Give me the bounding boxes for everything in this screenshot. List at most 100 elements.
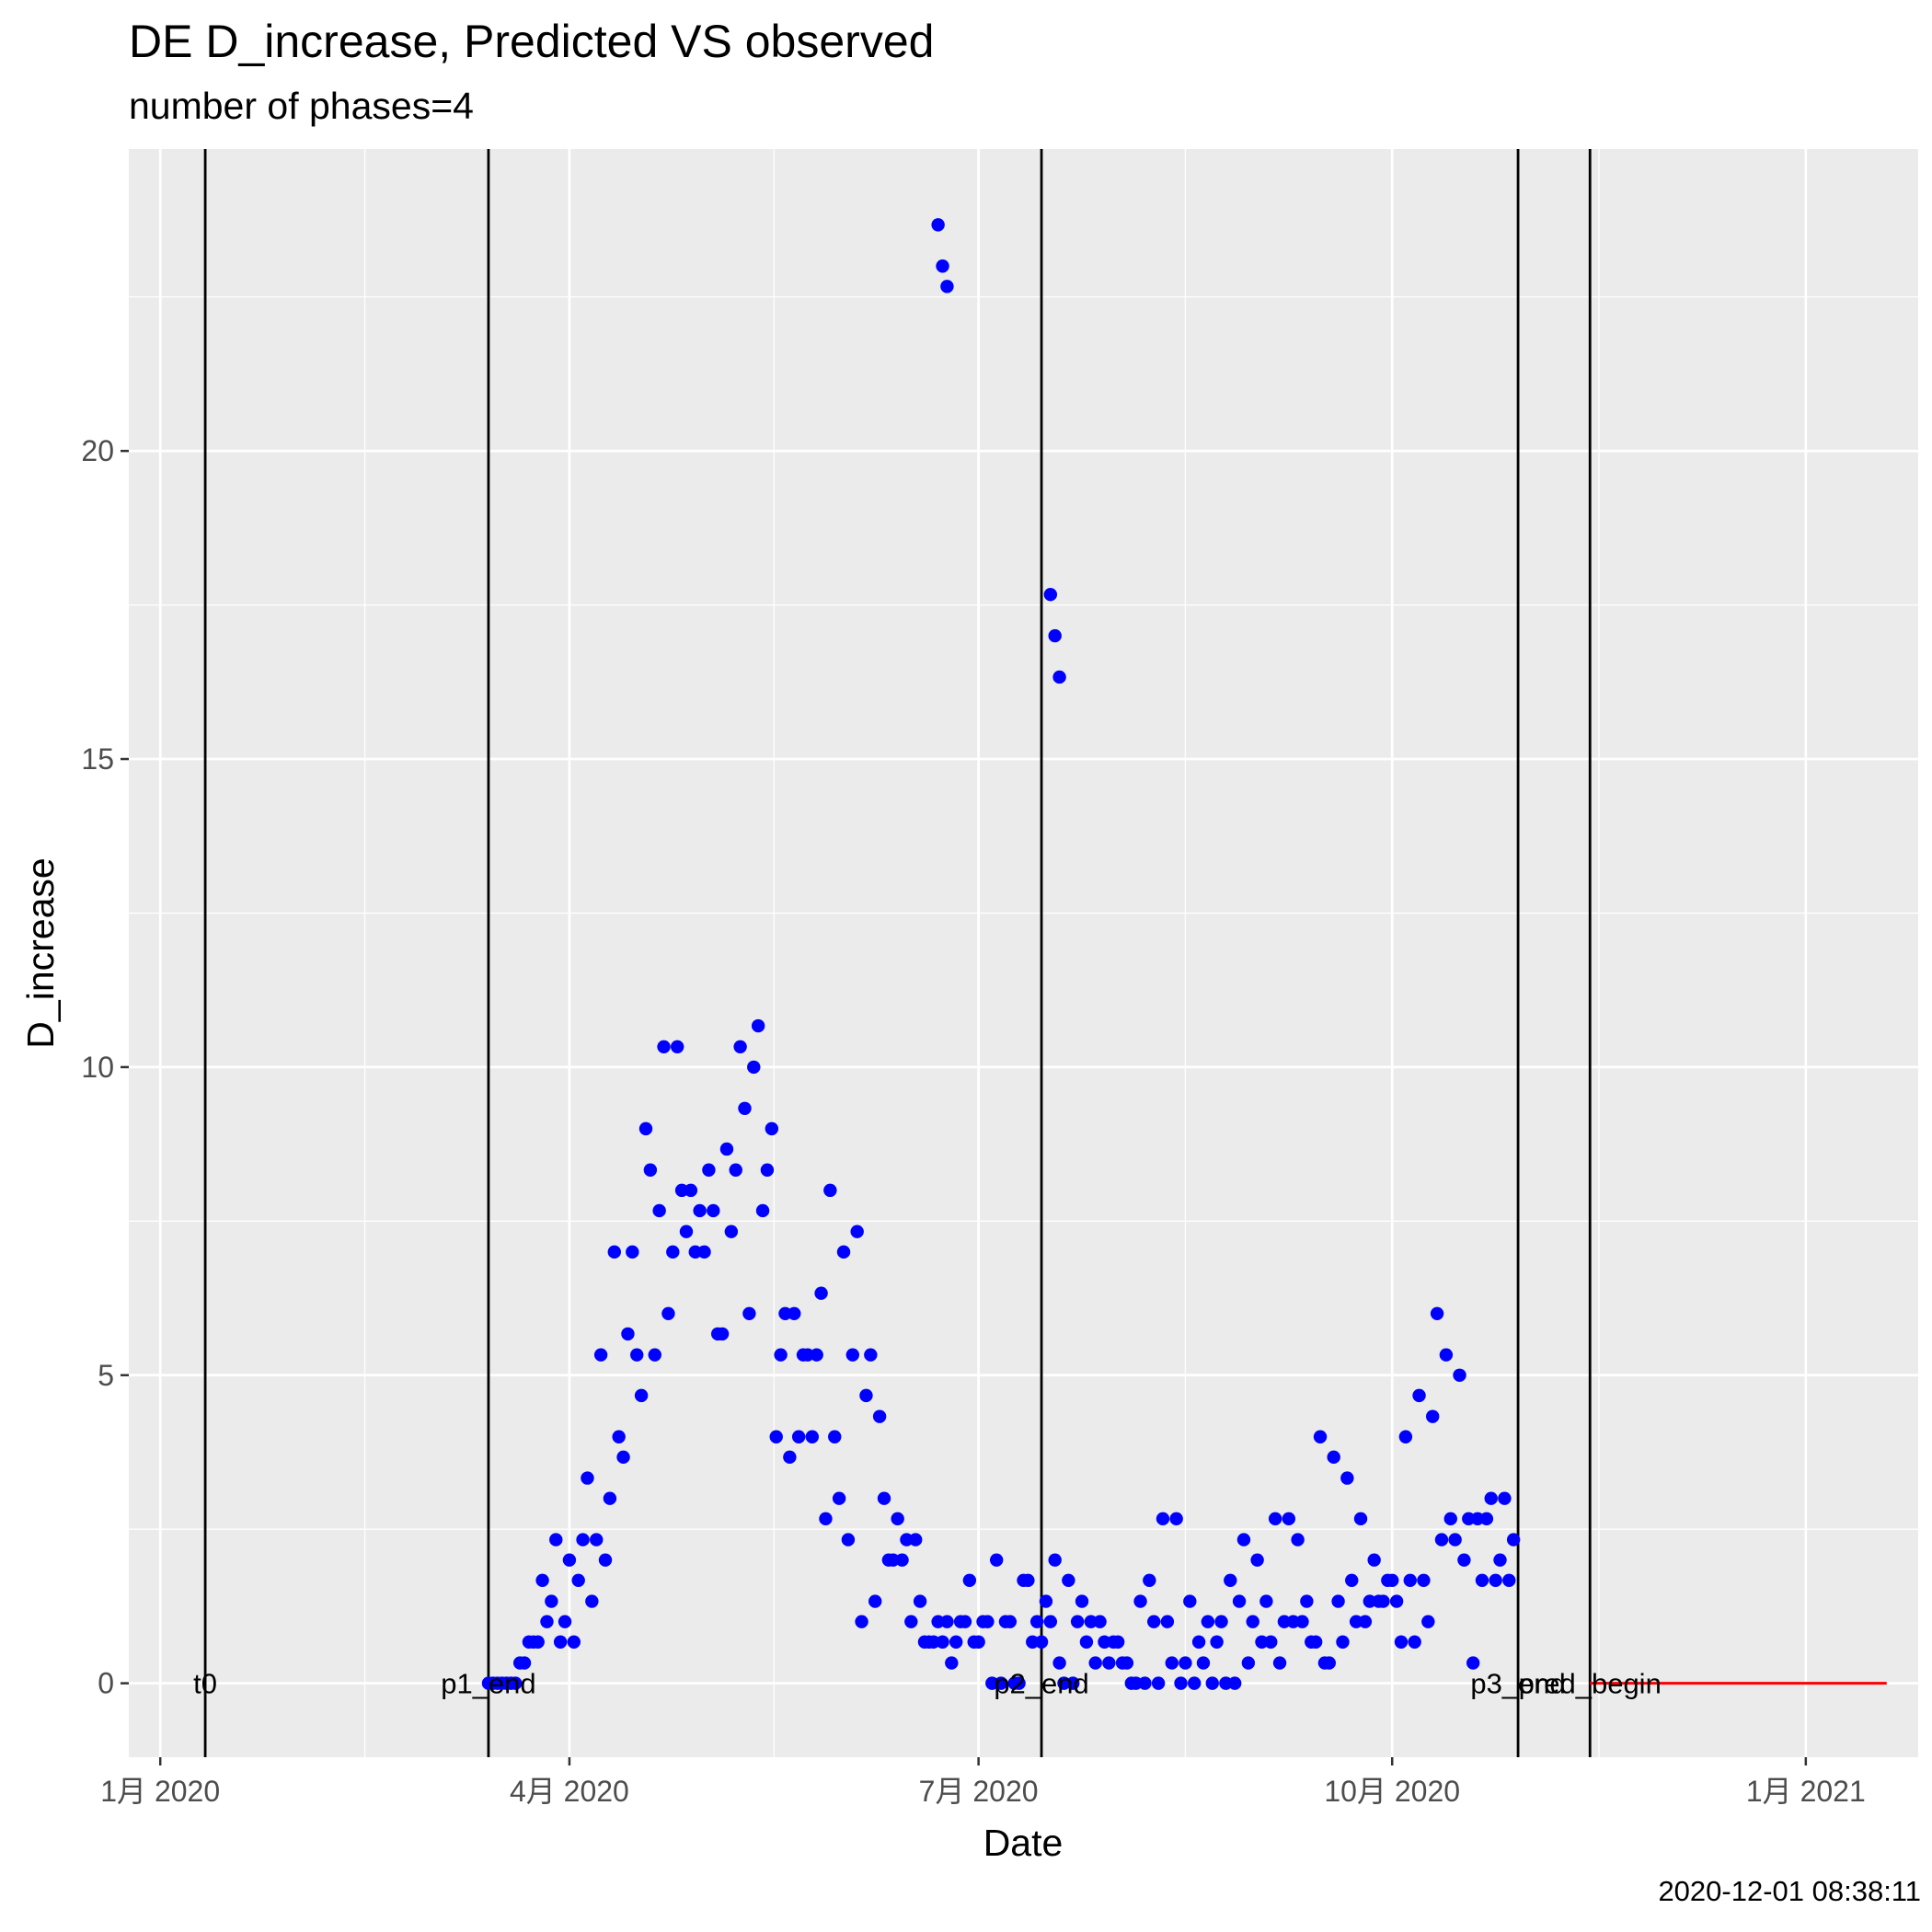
data-point — [652, 1203, 666, 1218]
data-point — [1224, 1573, 1237, 1587]
x-tick-label: 10月 2020 — [1324, 1775, 1460, 1808]
data-point — [545, 1594, 558, 1608]
data-point — [707, 1203, 720, 1218]
phase-label-p3_end: p3_end — [1470, 1668, 1565, 1700]
data-point — [1264, 1635, 1278, 1649]
data-point — [814, 1286, 828, 1300]
data-point — [949, 1635, 963, 1649]
data-point — [576, 1533, 590, 1547]
data-point — [1408, 1635, 1421, 1649]
data-point — [531, 1635, 545, 1649]
data-point — [765, 1121, 779, 1136]
phase-label-t0: t0 — [193, 1668, 217, 1700]
data-point — [1043, 1615, 1058, 1628]
data-point — [981, 1615, 995, 1628]
phase-label-p2_end: p2_end — [994, 1668, 1088, 1700]
x-axis-title: Date — [983, 1822, 1064, 1864]
data-point — [1075, 1594, 1089, 1608]
data-point — [1147, 1615, 1161, 1628]
data-point — [868, 1594, 882, 1608]
data-point — [657, 1040, 671, 1053]
data-point — [783, 1450, 797, 1465]
data-point — [540, 1615, 554, 1628]
data-point — [1394, 1635, 1409, 1649]
data-point — [1066, 1676, 1080, 1690]
data-point — [693, 1203, 707, 1218]
data-point — [719, 1142, 734, 1156]
data-point — [845, 1348, 859, 1362]
data-point — [904, 1615, 918, 1628]
data-point — [1169, 1512, 1183, 1526]
data-point — [891, 1512, 904, 1526]
x-tick-label: 7月 2020 — [919, 1775, 1039, 1808]
plot-panel — [129, 149, 1918, 1757]
data-point — [553, 1635, 568, 1649]
data-point — [733, 1040, 747, 1053]
timestamp: 2020-12-01 08:38:11 — [1658, 1875, 1921, 1907]
data-point — [1345, 1573, 1359, 1587]
data-point — [1088, 1656, 1102, 1670]
data-point — [1322, 1656, 1337, 1670]
data-point — [598, 1553, 613, 1567]
data-point — [1021, 1573, 1035, 1587]
data-point — [1358, 1615, 1373, 1628]
data-point — [989, 1553, 1004, 1567]
data-point — [1079, 1635, 1094, 1649]
data-point — [562, 1553, 577, 1567]
y-tick-label: 20 — [81, 434, 114, 467]
data-point — [872, 1409, 887, 1423]
phase-lines — [203, 149, 1592, 1757]
axis-ticks — [121, 449, 1808, 1765]
data-point — [1214, 1615, 1228, 1628]
data-point — [607, 1245, 621, 1259]
data-point — [828, 1430, 842, 1443]
data-point — [1327, 1450, 1340, 1465]
data-point — [1201, 1615, 1215, 1628]
data-point — [1268, 1512, 1282, 1526]
data-point — [1282, 1512, 1296, 1526]
data-point — [859, 1388, 873, 1403]
x-tick-label: 4月 2020 — [510, 1775, 629, 1808]
data-point — [1062, 1573, 1075, 1587]
data-point — [558, 1615, 572, 1628]
data-point — [972, 1635, 985, 1649]
data-point — [1039, 1594, 1053, 1608]
data-point — [571, 1573, 585, 1587]
data-point — [1029, 1615, 1044, 1628]
data-point — [702, 1163, 716, 1177]
data-point — [855, 1615, 868, 1628]
data-point — [1300, 1594, 1314, 1608]
chart-title: DE D_increase, Predicted VS observed — [129, 16, 935, 67]
data-point — [1421, 1615, 1435, 1628]
data-point — [755, 1203, 770, 1218]
data-point — [895, 1553, 909, 1567]
data-point — [1110, 1635, 1125, 1649]
data-point — [1466, 1656, 1480, 1670]
data-point — [1183, 1594, 1197, 1608]
data-point — [1489, 1573, 1502, 1587]
data-point — [1498, 1491, 1512, 1505]
data-point — [671, 1040, 684, 1053]
data-point — [1484, 1491, 1498, 1505]
data-point — [1236, 1533, 1251, 1547]
data-point — [1439, 1348, 1454, 1362]
data-point — [994, 1676, 1008, 1690]
data-point — [1313, 1430, 1328, 1443]
data-point — [1502, 1573, 1516, 1587]
y-axis-title: D_increase — [19, 857, 62, 1048]
data-point — [832, 1491, 846, 1505]
data-point — [1259, 1594, 1273, 1608]
data-point — [535, 1573, 549, 1587]
data-point — [1210, 1635, 1224, 1649]
data-point — [742, 1306, 756, 1320]
data-point — [1165, 1656, 1179, 1670]
data-point — [841, 1533, 856, 1547]
data-point — [1191, 1635, 1206, 1649]
axis-tick-labels: 1月 2020 4月 2020 7月 2020 10月 2020 1月 2021 0 5 10… — [81, 434, 1865, 1808]
data-point — [585, 1594, 599, 1608]
data-point — [567, 1635, 581, 1649]
data-point — [1241, 1656, 1256, 1670]
data-point — [603, 1491, 617, 1505]
data-point — [962, 1573, 977, 1587]
